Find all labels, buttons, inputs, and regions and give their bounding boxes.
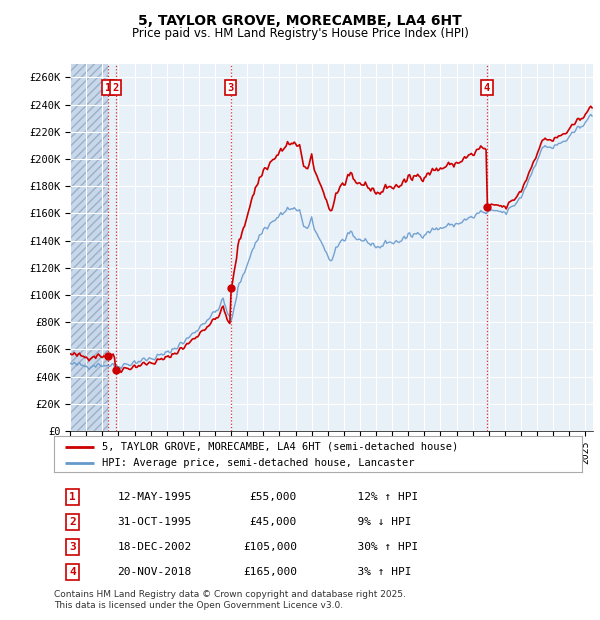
Text: 31-OCT-1995: 31-OCT-1995 <box>118 517 191 527</box>
Text: £45,000: £45,000 <box>250 517 297 527</box>
Text: £165,000: £165,000 <box>243 567 297 577</box>
Text: Contains HM Land Registry data © Crown copyright and database right 2025.: Contains HM Land Registry data © Crown c… <box>54 590 406 600</box>
Bar <box>70 64 108 431</box>
Text: 3: 3 <box>69 542 76 552</box>
Text: 12% ↑ HPI: 12% ↑ HPI <box>344 492 419 502</box>
Text: 2: 2 <box>113 82 119 93</box>
Text: 1: 1 <box>69 492 76 502</box>
Text: 9% ↓ HPI: 9% ↓ HPI <box>344 517 412 527</box>
Text: 12-MAY-1995: 12-MAY-1995 <box>118 492 191 502</box>
Text: 5, TAYLOR GROVE, MORECAMBE, LA4 6HT: 5, TAYLOR GROVE, MORECAMBE, LA4 6HT <box>138 14 462 28</box>
Text: 3% ↑ HPI: 3% ↑ HPI <box>344 567 412 577</box>
Text: This data is licensed under the Open Government Licence v3.0.: This data is licensed under the Open Gov… <box>54 601 343 611</box>
Text: HPI: Average price, semi-detached house, Lancaster: HPI: Average price, semi-detached house,… <box>101 458 414 469</box>
Text: 1: 1 <box>105 82 112 93</box>
Text: £55,000: £55,000 <box>250 492 297 502</box>
Bar <box>70 64 108 431</box>
Text: Price paid vs. HM Land Registry's House Price Index (HPI): Price paid vs. HM Land Registry's House … <box>131 27 469 40</box>
Text: 5, TAYLOR GROVE, MORECAMBE, LA4 6HT (semi-detached house): 5, TAYLOR GROVE, MORECAMBE, LA4 6HT (sem… <box>101 441 458 451</box>
Text: 30% ↑ HPI: 30% ↑ HPI <box>344 542 419 552</box>
Text: 3: 3 <box>227 82 233 93</box>
Text: 4: 4 <box>69 567 76 577</box>
Text: £105,000: £105,000 <box>243 542 297 552</box>
Text: 20-NOV-2018: 20-NOV-2018 <box>118 567 191 577</box>
Text: 4: 4 <box>484 82 490 93</box>
Text: 18-DEC-2002: 18-DEC-2002 <box>118 542 191 552</box>
Text: 2: 2 <box>69 517 76 527</box>
